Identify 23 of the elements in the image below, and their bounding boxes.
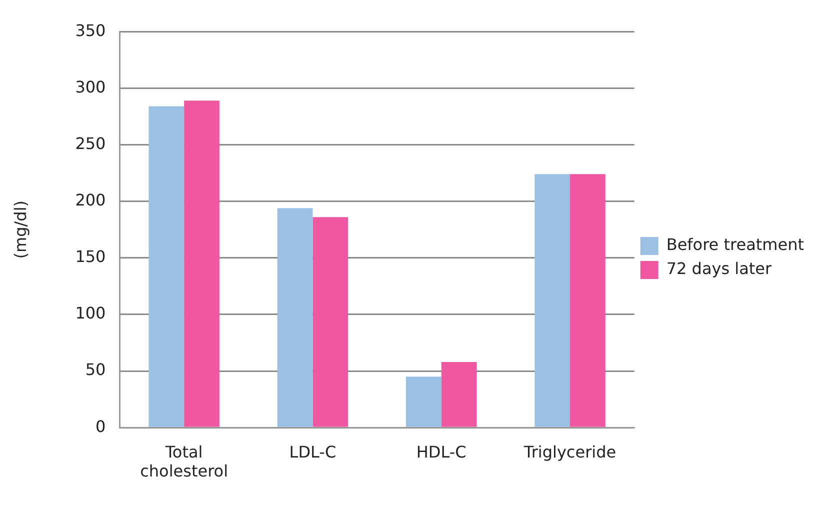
legend-label: 72 days later — [666, 259, 772, 278]
x-tick-label: Triglyceride — [522, 442, 616, 462]
bar — [148, 106, 184, 427]
bar — [570, 174, 606, 427]
y-tick-label: 50 — [85, 360, 106, 380]
bar — [184, 100, 220, 427]
bar — [406, 376, 442, 427]
y-tick-label: 300 — [75, 77, 106, 96]
y-tick-label: 200 — [75, 190, 106, 210]
y-tick-label: 100 — [75, 304, 106, 323]
x-tick-label: HDL-C — [416, 442, 466, 462]
y-axis-title: (mg/dl) — [10, 200, 30, 259]
bar — [441, 362, 477, 427]
x-tick-label: Total cholesterol — [140, 442, 228, 481]
bar — [534, 174, 570, 427]
bar — [312, 217, 348, 427]
y-tick-label: 0 — [96, 416, 106, 436]
y-tick-label: 250 — [75, 134, 106, 153]
x-tick-label: LDL-C — [289, 442, 336, 462]
legend-label: Before treatment — [666, 235, 804, 254]
y-tick-label: 150 — [75, 247, 106, 266]
y-tick-label: 350 — [75, 20, 106, 40]
bar — [277, 208, 313, 427]
